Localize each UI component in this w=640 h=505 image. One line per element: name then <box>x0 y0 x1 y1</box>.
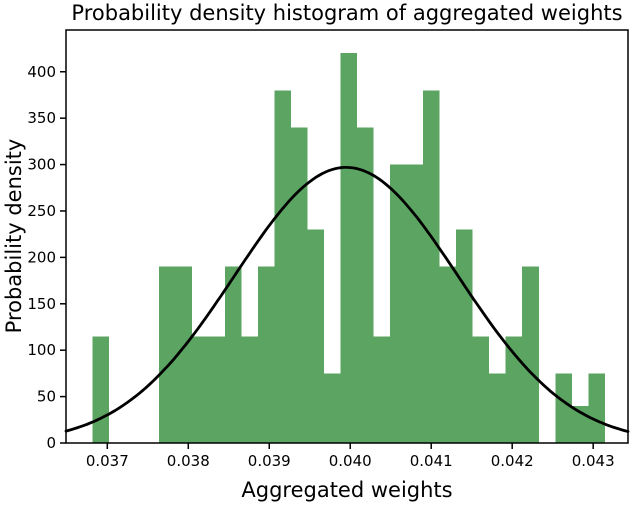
histogram-bar <box>241 336 258 443</box>
histogram-bar <box>588 373 605 443</box>
histogram-bar <box>522 266 539 443</box>
histogram-bar <box>472 336 490 443</box>
histogram-bar <box>158 266 176 443</box>
y-tick-label: 0 <box>46 434 56 452</box>
axes-frame <box>65 29 629 444</box>
y-tick-label: 100 <box>27 341 56 359</box>
histogram-bar <box>555 373 572 443</box>
histogram-bars <box>92 53 605 443</box>
axis-ticks: 0.037 0.038 0.039 0.040 0.041 0.042 0.043 0 50 10… <box>27 63 614 470</box>
histogram-bar <box>505 336 523 443</box>
x-tick-label: 0.041 <box>410 452 453 470</box>
density-curve <box>64 166 630 433</box>
histogram-bar <box>307 229 324 443</box>
x-tick-label: 0.042 <box>491 452 534 470</box>
histogram-bar <box>257 266 275 443</box>
y-tick-label: 250 <box>27 202 56 220</box>
histogram-bar <box>439 266 457 443</box>
histogram-bar <box>373 336 391 443</box>
y-tick-label: 400 <box>27 63 56 81</box>
histogram-bar <box>92 336 110 443</box>
x-axis-label: Aggregated weights <box>241 478 452 502</box>
y-tick-label: 50 <box>37 388 56 406</box>
histogram-bar <box>456 229 473 443</box>
x-tick-label: 0.038 <box>167 452 210 470</box>
x-tick-label: 0.040 <box>329 452 372 470</box>
histogram-bar <box>489 373 506 443</box>
histogram-bar <box>274 90 291 443</box>
y-tick-label: 350 <box>27 109 56 127</box>
histogram-bar <box>340 53 358 443</box>
y-tick-label: 200 <box>27 248 56 266</box>
histogram-bar <box>224 266 242 443</box>
histogram-bar <box>290 127 308 443</box>
histogram-bar <box>191 336 209 443</box>
histogram-bar <box>357 127 374 443</box>
x-tick-label: 0.043 <box>572 452 615 470</box>
histogram-bar <box>208 336 225 443</box>
x-tick-label: 0.037 <box>86 452 129 470</box>
histogram-bar <box>390 164 407 443</box>
histogram-bar <box>423 90 440 443</box>
histogram-bar <box>406 164 424 443</box>
y-tick-label: 150 <box>27 295 56 313</box>
chart-title: Probability density histogram of aggrega… <box>71 1 622 25</box>
x-tick-label: 0.039 <box>248 452 291 470</box>
histogram-bar <box>175 266 192 443</box>
y-tick-label: 300 <box>27 156 56 174</box>
y-axis-label: Probability density <box>2 139 26 334</box>
histogram-bar <box>324 373 341 443</box>
